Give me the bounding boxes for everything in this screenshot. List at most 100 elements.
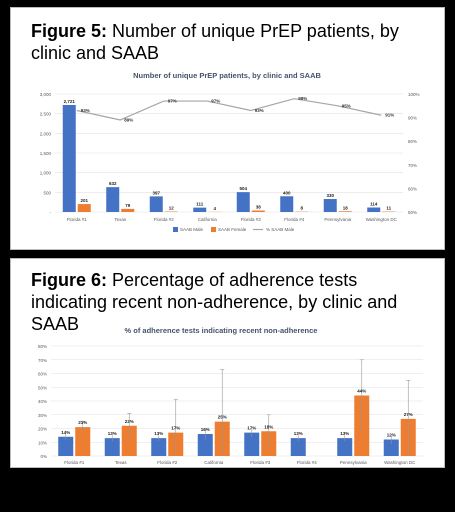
data-label-female: 17% bbox=[171, 426, 180, 431]
figure-5-caption: Figure 5: Number of unique PrEP patients… bbox=[31, 20, 436, 64]
bar-male bbox=[244, 432, 260, 456]
y2-tick-label: 70% bbox=[408, 163, 417, 168]
line-pct-male bbox=[76, 98, 382, 121]
data-label-pct: 97% bbox=[211, 99, 220, 104]
bar-male bbox=[106, 187, 120, 212]
y-tick-label: 50% bbox=[38, 385, 47, 390]
x-tick-label: Florida #3 bbox=[250, 460, 271, 465]
y2-tick-label: 100% bbox=[408, 92, 420, 97]
bar-male bbox=[149, 196, 163, 212]
figure-5-panel: Figure 5: Number of unique PrEP patients… bbox=[10, 7, 445, 250]
y-tick-label: 70% bbox=[38, 358, 47, 363]
figure-6-panel: Figure 6: Percentage of adherence tests … bbox=[10, 258, 445, 468]
y-tick-label: 500 bbox=[43, 190, 51, 195]
figure-6-number: Figure 6: bbox=[31, 270, 108, 290]
y2-tick-label: 90% bbox=[408, 116, 417, 121]
bar-female bbox=[121, 208, 135, 212]
y-tick-label: 2,000 bbox=[40, 131, 52, 136]
legend-male-label: SAAB Male bbox=[180, 227, 204, 232]
bar-male bbox=[383, 439, 399, 456]
data-label-pct: 93% bbox=[255, 108, 264, 113]
data-label-male: 632 bbox=[109, 181, 117, 186]
y-tick-label: 20% bbox=[38, 427, 47, 432]
y-tick-label: 3,000 bbox=[40, 92, 52, 97]
data-label-female: 44% bbox=[357, 389, 366, 394]
legend-line-label: % SAAB Male bbox=[266, 227, 295, 232]
bar-male bbox=[290, 438, 306, 456]
data-label-male: 400 bbox=[283, 190, 291, 195]
data-label-female: 11 bbox=[386, 206, 391, 211]
figure-5-number: Figure 5: bbox=[31, 21, 108, 41]
x-tick-label: Florida #4 bbox=[297, 460, 318, 465]
y-tick-label: 1,000 bbox=[40, 171, 52, 176]
data-label-pct: 91% bbox=[385, 113, 394, 118]
data-label-male: 16% bbox=[201, 427, 210, 432]
data-label-female: 79 bbox=[125, 203, 131, 208]
bar-male bbox=[280, 196, 294, 212]
data-label-pct: 97% bbox=[168, 99, 177, 104]
x-tick-label: Pennsylvania bbox=[340, 460, 367, 465]
data-label-pct: 93% bbox=[81, 108, 90, 113]
data-label-female: 27% bbox=[404, 412, 413, 417]
nonadherence-bar-chart: % of adherence tests indicating recent n… bbox=[38, 326, 423, 465]
x-tick-label: California bbox=[198, 217, 218, 222]
x-tick-label: Florida #1 bbox=[67, 217, 88, 222]
bar-male bbox=[197, 434, 213, 456]
x-tick-label: Florida #1 bbox=[64, 460, 85, 465]
data-label-female: 12 bbox=[169, 206, 175, 211]
y-tick-label: 60% bbox=[38, 372, 47, 377]
x-tick-label: Florida #4 bbox=[284, 217, 305, 222]
bar-male bbox=[323, 199, 337, 212]
x-tick-label: Washington DC bbox=[366, 217, 398, 222]
data-label-female: 25% bbox=[218, 415, 227, 420]
data-label-male: 330 bbox=[326, 193, 334, 198]
x-tick-label: Florida #2 bbox=[154, 217, 175, 222]
bar-female bbox=[251, 210, 265, 212]
data-label-male: 14% bbox=[61, 430, 70, 435]
data-label-male: 114 bbox=[370, 202, 378, 207]
y-tick-label: 80% bbox=[38, 344, 47, 349]
x-tick-label: Washington DC bbox=[384, 460, 416, 465]
y2-tick-label: 80% bbox=[408, 139, 417, 144]
bar-male bbox=[236, 192, 250, 212]
bar-female bbox=[75, 427, 91, 456]
legend-male-swatch bbox=[173, 227, 178, 232]
figure-6-caption: Figure 6: Percentage of adherence tests … bbox=[31, 269, 436, 335]
bar-male bbox=[58, 436, 74, 456]
data-label-male: 13% bbox=[154, 431, 163, 436]
y-tick-label: - bbox=[50, 210, 52, 215]
data-label-male: 111 bbox=[196, 202, 204, 207]
bar-male bbox=[104, 438, 120, 456]
bar-female bbox=[338, 211, 352, 212]
x-tick-label: California bbox=[204, 460, 224, 465]
figure-6-caption-text: Percentage of adherence tests indicating… bbox=[31, 270, 398, 334]
data-label-pct: 89% bbox=[124, 117, 133, 122]
y-tick-label: 30% bbox=[38, 413, 47, 418]
legend-female-swatch bbox=[211, 227, 216, 232]
data-label-male: 2,721 bbox=[64, 99, 76, 104]
data-label-male: 13% bbox=[294, 431, 303, 436]
legend-female-label: SAAB Female bbox=[218, 227, 247, 232]
data-label-male: 13% bbox=[340, 431, 349, 436]
bar-male bbox=[62, 104, 76, 212]
data-label-pct: 98% bbox=[298, 96, 307, 101]
patients-bar-chart: Number of unique PrEP patients, by clini… bbox=[40, 71, 420, 232]
bar-male bbox=[193, 207, 207, 212]
bar-male bbox=[151, 438, 167, 456]
y2-tick-label: 50% bbox=[408, 210, 417, 215]
data-label-female: 18 bbox=[343, 205, 349, 210]
data-label-female: 18% bbox=[264, 424, 273, 429]
x-tick-label: Texas bbox=[115, 460, 128, 465]
y2-tick-label: 60% bbox=[408, 186, 417, 191]
bar-female bbox=[121, 425, 137, 456]
data-label-female: 21% bbox=[78, 420, 87, 425]
data-label-male: 12% bbox=[387, 433, 396, 438]
y-tick-label: 10% bbox=[38, 440, 47, 445]
data-label-female: 38 bbox=[256, 205, 262, 210]
y-tick-label: 0% bbox=[40, 454, 47, 459]
data-label-female: 22% bbox=[125, 419, 134, 424]
bar-male bbox=[367, 207, 381, 212]
chart-title: Number of unique PrEP patients, by clini… bbox=[133, 71, 321, 80]
x-tick-label: Florida #3 bbox=[241, 217, 262, 222]
x-tick-label: Pennsylvania bbox=[324, 217, 351, 222]
